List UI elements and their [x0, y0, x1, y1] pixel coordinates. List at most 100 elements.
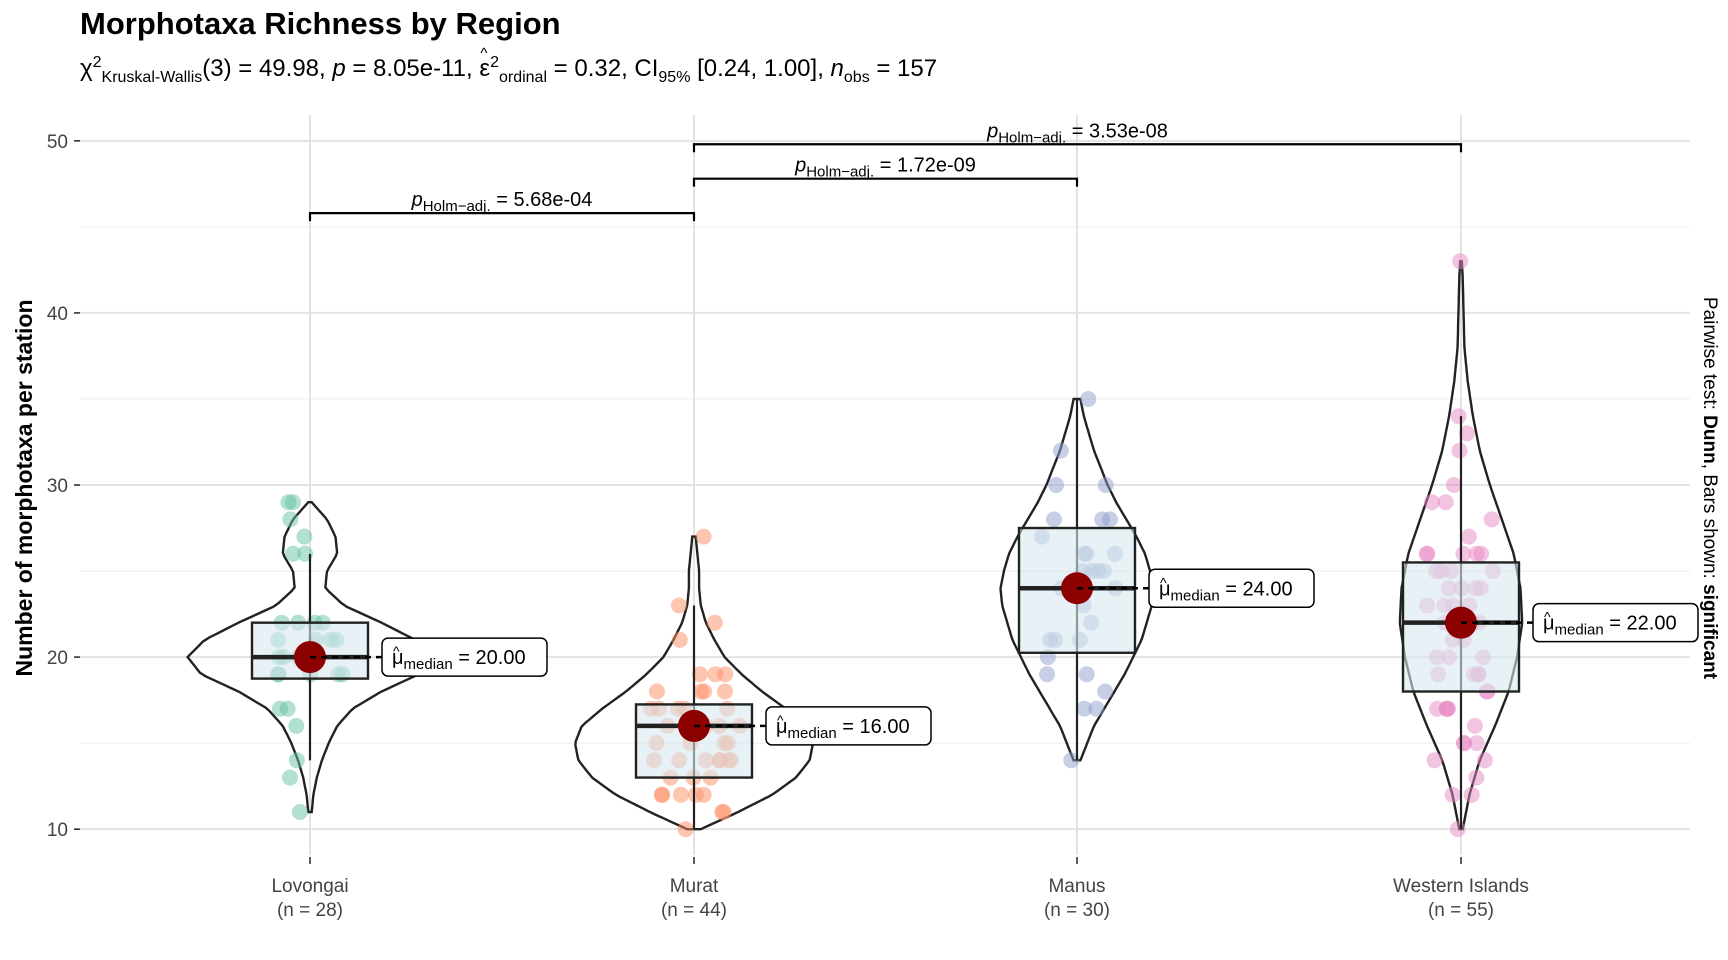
x-tick-label: Murat — [670, 876, 719, 897]
data-point — [296, 528, 313, 545]
bracket-p-subscript: Holm−adj. — [806, 164, 874, 181]
median-label-box — [381, 637, 548, 677]
chi-subscript: Kruskal-Wallis — [101, 68, 203, 86]
median-subscript: median — [788, 725, 837, 742]
data-point — [717, 666, 734, 683]
median-label: μmedian = 20.00 — [392, 647, 526, 673]
median-value: = 20.00 — [453, 647, 526, 669]
data-point — [280, 494, 297, 511]
data-point — [1449, 821, 1466, 838]
y-tick-label: 20 — [47, 648, 68, 669]
median-label: μmedian = 24.00 — [1159, 578, 1293, 604]
data-point — [1444, 786, 1461, 803]
data-point — [282, 511, 299, 528]
x-tick-label: Lovongai — [271, 876, 348, 897]
data-point — [285, 545, 302, 562]
p-value: = 8.05e-11, — [345, 55, 480, 82]
data-point — [1476, 752, 1493, 769]
data-point — [1458, 425, 1475, 442]
median-hat-mark: ^ — [1544, 609, 1551, 625]
right-caption-test: Dunn — [1699, 415, 1720, 464]
bracket-p-symbol: p — [986, 120, 998, 142]
data-point — [288, 752, 305, 769]
bracket-p-symbol: p — [794, 155, 806, 177]
bracket-p-symbol: p — [411, 189, 423, 211]
median-symbol: μ — [776, 716, 788, 738]
data-point — [291, 804, 308, 820]
median-value: = 24.00 — [1220, 578, 1293, 600]
median-subscript: median — [1555, 622, 1604, 639]
axis-layer: 10 20 30 40 50 Lovongai (n = 28) Murat (n = 44) M… — [47, 132, 1529, 921]
median-label: μmedian = 22.00 — [1543, 613, 1677, 639]
median-hat-mark: ^ — [1160, 574, 1167, 590]
data-point — [687, 786, 704, 803]
chi-superscript: 2 — [92, 54, 102, 71]
violin-outline — [186, 501, 434, 814]
data-point — [1419, 545, 1436, 562]
significance-bracket — [692, 143, 1463, 153]
box-layer — [250, 398, 1521, 830]
median-subscript: median — [404, 656, 453, 673]
bracket-p-value: = 3.53e-08 — [1066, 120, 1168, 142]
n-symbol: n — [830, 55, 844, 82]
data-point — [670, 597, 687, 614]
data-point — [1088, 700, 1105, 717]
data-point — [288, 717, 305, 734]
points-layer — [270, 253, 1501, 838]
data-point — [282, 769, 298, 786]
x-tick-label: Manus — [1048, 876, 1105, 897]
y-tick-label: 30 — [47, 476, 68, 497]
data-point — [1424, 494, 1440, 511]
epsilon-hat-symbol: ^ ε — [479, 45, 490, 83]
median-label-box — [1148, 568, 1315, 609]
data-point — [1445, 477, 1462, 493]
data-point — [1039, 666, 1056, 683]
x-tick-count-label: (n = 30) — [1044, 900, 1110, 921]
data-point — [279, 700, 296, 717]
median-hat-mark: ^ — [777, 712, 784, 728]
median-label-box — [1532, 602, 1699, 643]
label-layer: μmedian = 20.00^μmedian = 16.00^μmedian … — [310, 568, 1699, 746]
data-point — [1076, 700, 1093, 717]
bracket-p-value: = 1.72e-09 — [874, 155, 976, 177]
n-value: = 157 — [869, 55, 938, 82]
median-value: = 22.00 — [1604, 613, 1677, 635]
data-point — [1450, 408, 1467, 425]
data-point — [693, 683, 709, 700]
data-point — [714, 804, 731, 820]
y-tick-label: 50 — [47, 132, 68, 153]
chi-symbol: χ — [80, 55, 93, 82]
data-point — [691, 666, 708, 683]
data-point — [1438, 700, 1455, 717]
effect-size: = 0.32, CI — [547, 55, 659, 82]
right-caption-middle: , Bars shown: — [1699, 464, 1720, 584]
median-label-box — [765, 706, 932, 746]
chi-statistic: (3) = 49.98, — [202, 55, 333, 82]
right-caption-prefix: Pairwise test: — [1699, 297, 1720, 415]
data-point — [1455, 545, 1472, 562]
y-tick-label: 40 — [47, 304, 68, 325]
median-value: = 16.00 — [837, 716, 910, 738]
bracket-p-subscript: Holm−adj. — [423, 198, 491, 215]
data-point — [717, 683, 733, 700]
data-point — [671, 631, 688, 648]
chart-title: Morphotaxa Richness by Region — [80, 6, 561, 41]
ci-subscript: 95% — [658, 68, 691, 86]
bracket-p-label: pHolm−adj. = 5.68e-04 — [411, 189, 593, 215]
significance-bracket — [308, 211, 696, 222]
ci-values: [0.24, 1.00], — [690, 55, 831, 82]
data-point — [1052, 442, 1069, 459]
data-point — [1080, 391, 1097, 407]
data-point — [1078, 666, 1095, 683]
data-point — [1097, 683, 1114, 700]
data-point — [1460, 528, 1477, 545]
x-tick-count-label: (n = 28) — [277, 900, 343, 921]
data-point — [695, 528, 712, 545]
y-tick-label: 10 — [47, 820, 68, 841]
bracket-p-value: = 5.68e-04 — [491, 189, 593, 211]
data-point — [1097, 477, 1114, 493]
median-symbol: μ — [1159, 578, 1171, 600]
data-point — [1094, 511, 1111, 528]
